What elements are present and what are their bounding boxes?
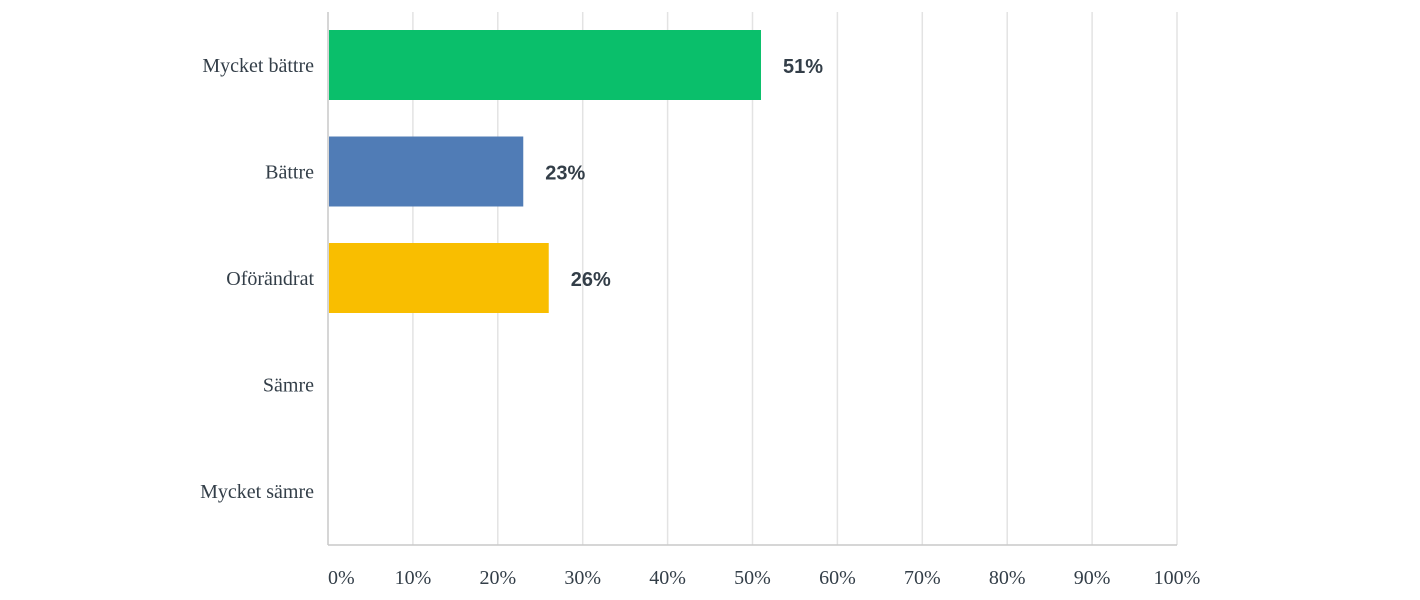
category-label: Sämre xyxy=(263,375,314,397)
axes xyxy=(327,12,1177,546)
labels: 0% 10% 20% 30% 40% 50% 60% 70% 80% 90% 100% Mycket … xyxy=(200,55,1200,589)
x-tick-label: 30% xyxy=(564,567,601,589)
x-tick-label: 40% xyxy=(649,567,686,589)
bars xyxy=(329,30,761,313)
data-label: 26% xyxy=(571,269,611,291)
category-label: Mycket bättre xyxy=(202,55,314,77)
category-label: Mycket sämre xyxy=(200,481,314,503)
data-label: 23% xyxy=(545,163,585,185)
x-tick-label: 0% xyxy=(328,567,355,589)
grid-lines xyxy=(412,12,1178,545)
bar xyxy=(329,243,549,313)
x-tick-label: 80% xyxy=(989,567,1026,589)
x-tick-label: 20% xyxy=(479,567,516,589)
x-tick-label: 90% xyxy=(1074,567,1111,589)
x-tick-label: 60% xyxy=(819,567,856,589)
category-label: Oförändrat xyxy=(226,268,314,290)
x-tick-label: 10% xyxy=(395,567,432,589)
category-label: Bättre xyxy=(265,162,314,184)
data-label: 51% xyxy=(783,56,823,78)
x-tick-label: 100% xyxy=(1154,567,1201,589)
bar xyxy=(329,30,761,100)
x-tick-label: 70% xyxy=(904,567,941,589)
x-tick-label: 50% xyxy=(734,567,771,589)
bar xyxy=(329,136,524,207)
